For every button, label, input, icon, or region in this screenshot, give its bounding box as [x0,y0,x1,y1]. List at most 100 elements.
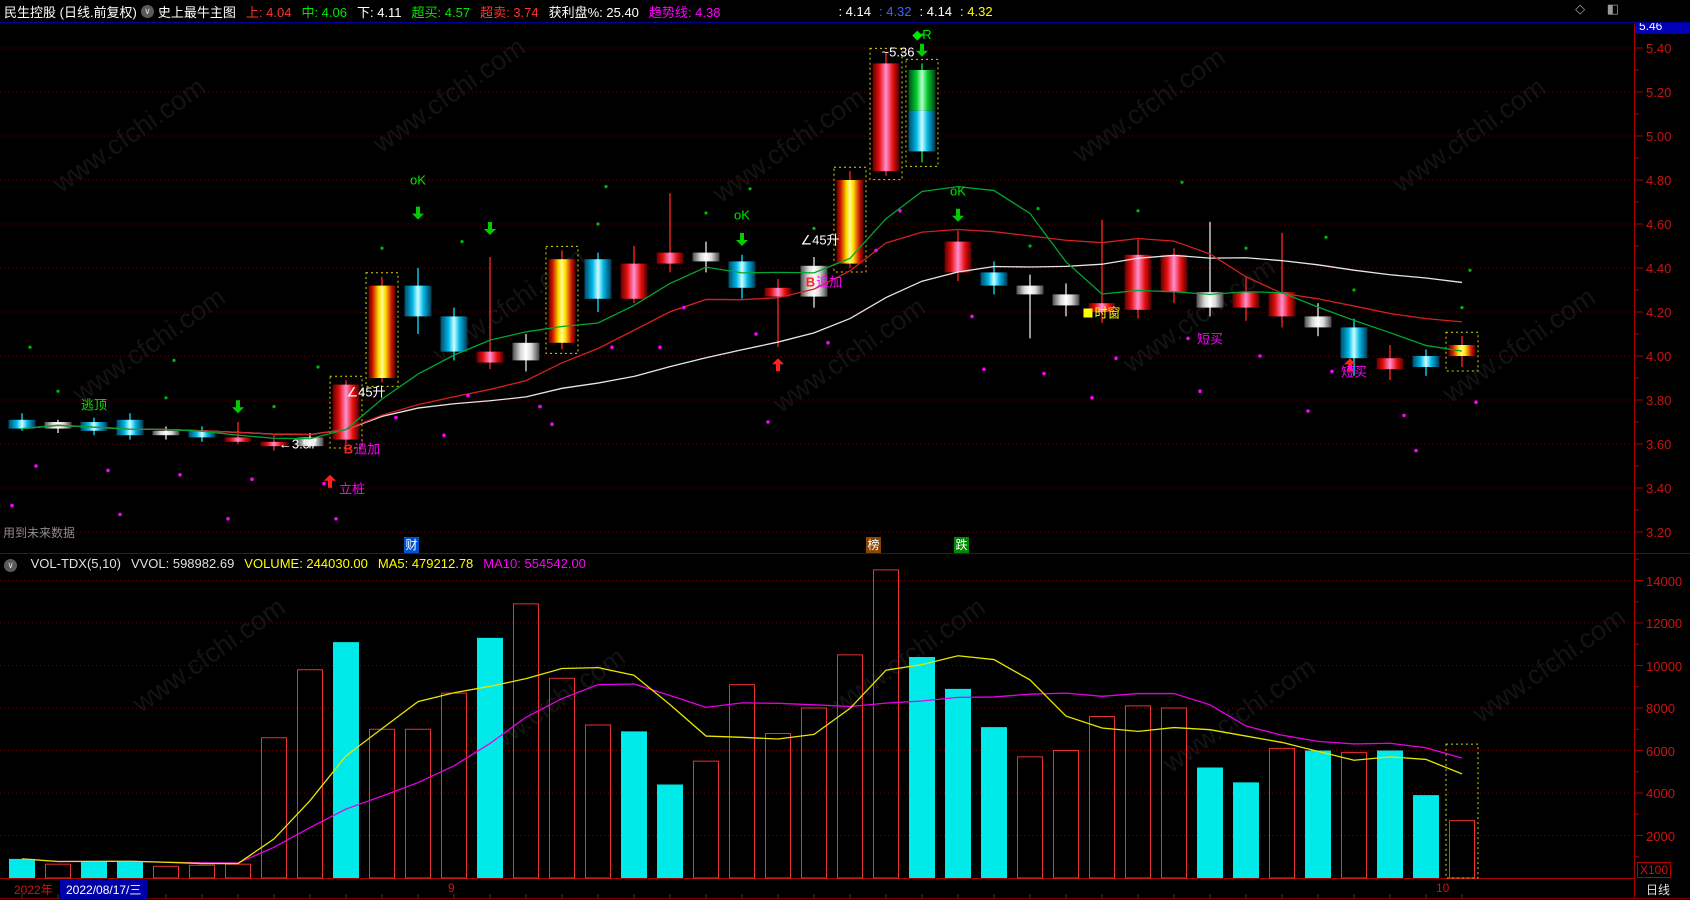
axis-date-box[interactable]: 2022/08/17/三 [60,880,148,899]
candle-body[interactable] [1016,285,1044,295]
candle-body[interactable] [728,261,756,288]
candle-body[interactable] [152,430,180,436]
period-label[interactable]: 日线 [1646,883,1671,897]
volume-bar[interactable] [1377,750,1403,879]
candle-body[interactable] [188,430,216,438]
volume-bar[interactable] [441,692,467,879]
candle-body[interactable] [368,285,396,378]
candle-body[interactable] [944,241,972,273]
candle-body[interactable] [1052,294,1080,306]
volume-bar[interactable] [117,861,143,878]
volume-bar[interactable] [1125,705,1151,879]
dot-green [812,226,816,230]
candle-body[interactable] [80,422,108,431]
candle-body[interactable] [1412,356,1440,367]
volume-collapse-icon[interactable]: ∨ [4,559,17,572]
volume-bar[interactable] [549,677,575,879]
volume-bar[interactable] [477,637,503,878]
volume-bar[interactable] [1341,752,1367,879]
dot-magenta [1402,413,1406,418]
volume-bar[interactable] [837,654,863,879]
volume-bar[interactable] [81,861,107,878]
event-marker-ranking[interactable]: 榜 [866,537,881,553]
candle-body[interactable] [980,272,1008,286]
candle-body[interactable] [224,437,252,442]
candle-body[interactable] [1340,327,1368,359]
volume-bar[interactable] [1305,750,1331,879]
candle-body[interactable] [296,437,324,447]
candle-body[interactable] [512,342,540,361]
volume-bar[interactable] [45,863,71,879]
volume-bar[interactable] [945,688,971,878]
dot-magenta [1186,336,1190,341]
down-arrow-marker [916,43,928,57]
volume-bar[interactable] [9,858,35,878]
volume-bar[interactable] [333,642,359,878]
candle-body[interactable] [1304,316,1332,328]
candle-body[interactable] [1124,254,1152,310]
event-marker-drop[interactable]: 跌 [954,537,969,553]
volume-bar[interactable] [909,657,935,878]
candle-body[interactable] [476,351,504,363]
indicator-title[interactable]: 史上最牛主图 [157,4,236,20]
candle-body[interactable] [764,287,792,297]
dot-magenta [442,433,446,438]
volume-bar[interactable] [1197,767,1223,879]
dot-magenta [874,248,878,253]
volume-bar[interactable] [1449,820,1475,879]
volume-bar[interactable] [153,865,179,879]
event-marker-finance[interactable]: 财 [404,537,419,553]
volume-bar[interactable] [297,669,323,879]
candle-body[interactable] [584,259,612,299]
candle-body[interactable] [1196,292,1224,308]
volume-bar[interactable] [657,784,683,879]
volume-bar[interactable] [1161,707,1187,879]
volume-bar[interactable] [765,733,791,879]
dot-green [56,389,60,393]
candle-body[interactable] [116,419,144,436]
candle-body[interactable] [692,252,720,262]
candle-body[interactable] [656,252,684,264]
candle-body[interactable] [908,70,936,111]
diamond-icon[interactable]: ◇ [1575,1,1595,16]
volume-bar[interactable] [621,731,647,878]
volume-bar[interactable] [261,737,287,879]
indicator-field: 上: 4.04 [245,4,292,20]
volume-bar[interactable] [1233,782,1259,878]
collapse-chevron-icon[interactable]: ∨ [140,4,154,18]
candle-body[interactable] [872,63,900,172]
candle-body[interactable] [404,285,432,317]
candle-body[interactable] [548,259,576,343]
volume-bar[interactable] [1053,750,1079,879]
split-window-icon[interactable]: ◧ [1606,1,1628,16]
volume-bar[interactable] [585,724,611,879]
candle-body[interactable] [836,180,864,264]
volume-bar[interactable] [369,728,395,879]
candle-body[interactable] [1376,358,1404,370]
volume-bar[interactable] [693,760,719,879]
volume-bar[interactable] [225,863,251,879]
candle-body[interactable] [1088,303,1116,312]
volume-bar[interactable] [513,603,539,879]
dot-green [460,240,464,244]
volume-bar[interactable] [1089,716,1115,879]
candle-body[interactable] [8,419,36,429]
volume-bar[interactable] [981,727,1007,878]
signal-box [833,166,867,273]
candle-body[interactable] [1160,254,1188,293]
volume-bar[interactable] [189,864,215,879]
volume-bar[interactable] [405,728,431,879]
volume-bar[interactable] [1413,795,1439,878]
volume-bar[interactable] [1017,756,1043,879]
volume-bar[interactable] [801,707,827,879]
volume-bar[interactable] [729,684,755,879]
volume-bar[interactable] [1269,747,1295,879]
candle-body[interactable] [1232,292,1260,308]
candle-body[interactable] [440,316,468,352]
candle-body[interactable] [908,110,936,152]
candle-body[interactable] [260,441,288,447]
volume-bar[interactable] [873,569,899,879]
candle-body[interactable] [620,263,648,299]
candle-body[interactable] [1448,345,1476,356]
